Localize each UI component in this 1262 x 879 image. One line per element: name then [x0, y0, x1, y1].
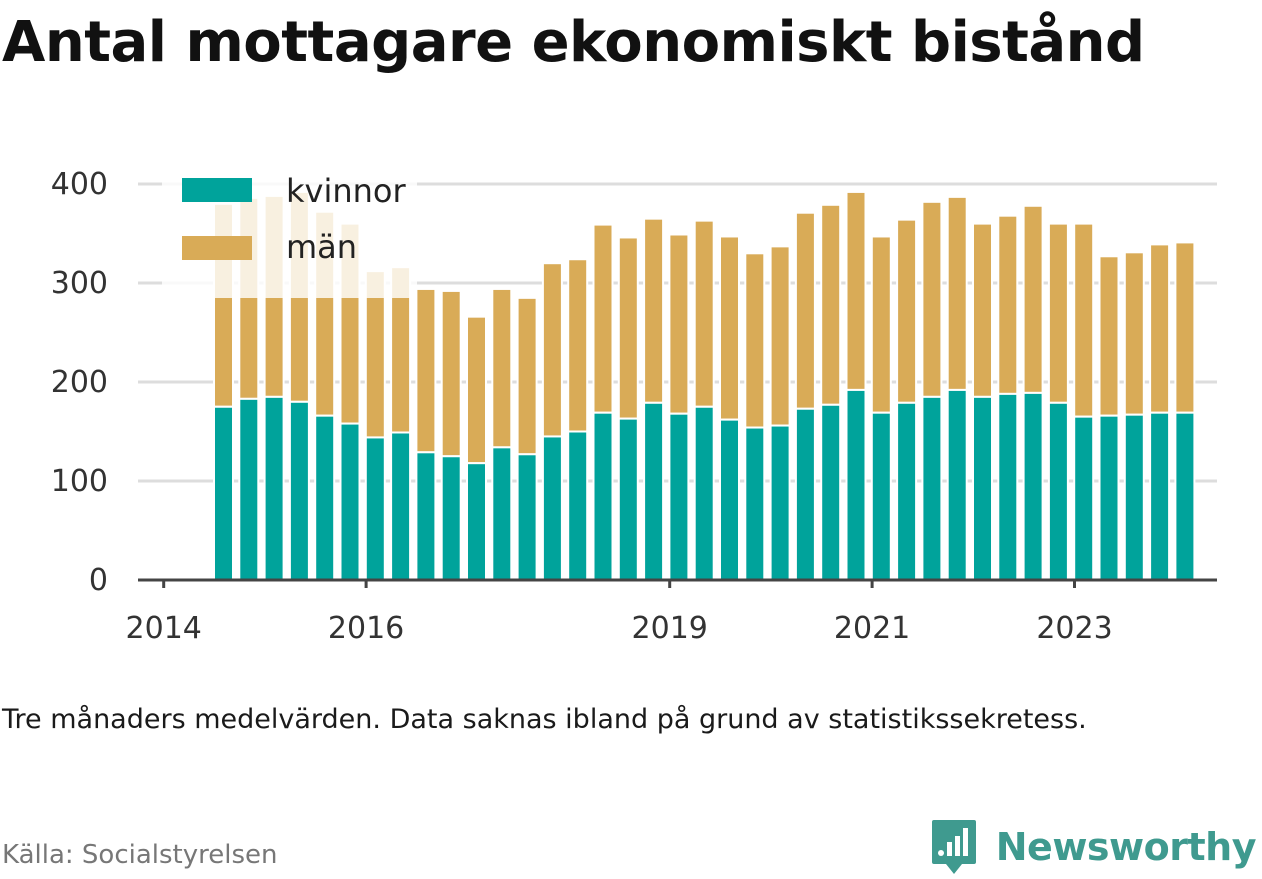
y-tick-label: 200 [51, 365, 108, 400]
bar-kvinnor [1073, 415, 1095, 581]
brand-logo[interactable]: Newsworthy [930, 818, 1257, 876]
bar-man [541, 262, 563, 438]
bar-man [415, 287, 437, 454]
bar-kvinnor [1022, 391, 1044, 581]
bar-kvinnor [213, 405, 234, 581]
bar-kvinnor [972, 395, 993, 581]
bar-kvinnor [668, 412, 690, 581]
bar-man [744, 252, 766, 429]
bar-man [1098, 255, 1120, 417]
bar-man [1047, 222, 1069, 404]
bar-kvinnor [1174, 411, 1196, 581]
bar-man [719, 235, 740, 421]
x-tick-label: 2021 [834, 611, 910, 646]
bar-kvinnor [491, 446, 513, 581]
legend-swatch-man [182, 236, 252, 260]
y-tick-label: 300 [51, 266, 108, 301]
bar-man [617, 236, 639, 420]
y-tick-label: 0 [89, 563, 108, 598]
y-tick-label: 400 [51, 167, 108, 202]
bar-man [1123, 251, 1145, 416]
source-credit: Källa: Socialstyrelsen [2, 840, 278, 870]
bar-man [870, 235, 892, 414]
x-axis: 2014 2016 2019 2021 2023 [126, 578, 1217, 646]
bar-man [592, 223, 614, 414]
x-tick-label: 2019 [632, 611, 708, 646]
bar-chart: 0 100 200 300 400 2014 2016 2019 2021 2023 kvinn… [51, 167, 1217, 646]
x-tick-label: 2014 [126, 611, 202, 646]
bar-man [516, 296, 538, 456]
bar-kvinnor [719, 418, 740, 581]
legend: kvinnor män [162, 170, 417, 298]
legend-label-kvinnor: kvinnor [286, 172, 407, 210]
bar-man [466, 315, 487, 465]
bar-kvinnor [1123, 413, 1145, 582]
bar-kvinnor [617, 417, 639, 581]
bar-kvinnor [1149, 411, 1171, 581]
bar-kvinnor [921, 395, 943, 581]
bar-man [668, 233, 690, 415]
bar-man [997, 214, 1019, 395]
bar-man [845, 190, 867, 391]
bar-man [491, 287, 513, 449]
bar-kvinnor [845, 388, 867, 581]
bar-kvinnor [794, 407, 816, 582]
bar-kvinnor [314, 414, 336, 581]
bar-man [440, 289, 462, 458]
bar-kvinnor [946, 388, 968, 581]
bar-man [1174, 241, 1196, 414]
bar-kvinnor [592, 411, 614, 581]
x-tick-label: 2023 [1036, 611, 1112, 646]
bar-kvinnor [744, 426, 766, 582]
legend-swatch-kvinnor [182, 178, 252, 202]
chart-note: Tre månaders medelvärden. Data saknas ib… [2, 704, 1087, 735]
bar-kvinnor [390, 431, 412, 581]
brand-name: Newsworthy [995, 825, 1257, 869]
bar-man [921, 200, 943, 398]
legend-label-man: män [286, 228, 357, 266]
newsworthy-logo-icon [931, 820, 976, 874]
bar-man [794, 211, 816, 410]
bar-kvinnor [997, 392, 1019, 581]
bar-man [896, 218, 918, 404]
x-tick-label: 2016 [328, 611, 404, 646]
bar-kvinnor [466, 462, 487, 581]
bar-kvinnor [415, 451, 437, 582]
bar-man [1022, 204, 1044, 394]
bar-man [567, 258, 589, 433]
bar-man [946, 195, 968, 391]
bar-kvinnor [1047, 401, 1069, 582]
bar-kvinnor [896, 401, 918, 582]
bar-kvinnor [288, 400, 310, 581]
bar-kvinnor [643, 401, 665, 582]
bar-kvinnor [339, 422, 361, 581]
bar-kvinnor [440, 455, 462, 581]
bar-man [972, 222, 993, 398]
bar-kvinnor [693, 405, 715, 581]
bar-kvinnor [263, 395, 285, 581]
bar-kvinnor [769, 424, 791, 581]
bar-kvinnor [541, 435, 563, 582]
y-tick-label: 100 [51, 464, 108, 499]
bar-kvinnor [238, 397, 260, 581]
bar-man [643, 217, 665, 404]
bar-kvinnor [516, 453, 538, 581]
bar-man [769, 245, 791, 427]
bar-kvinnor [1098, 414, 1120, 581]
bar-kvinnor [567, 430, 589, 581]
bar-man [1073, 222, 1095, 418]
bar-man [693, 219, 715, 408]
y-axis: 0 100 200 300 400 [51, 167, 108, 598]
chart-title: Antal mottagare ekonomiskt bistånd [2, 10, 1145, 75]
bar-man [1149, 243, 1171, 414]
bar-kvinnor [364, 436, 386, 581]
bar-kvinnor [820, 403, 842, 581]
bar-kvinnor [870, 411, 892, 581]
bar-man [820, 203, 842, 406]
